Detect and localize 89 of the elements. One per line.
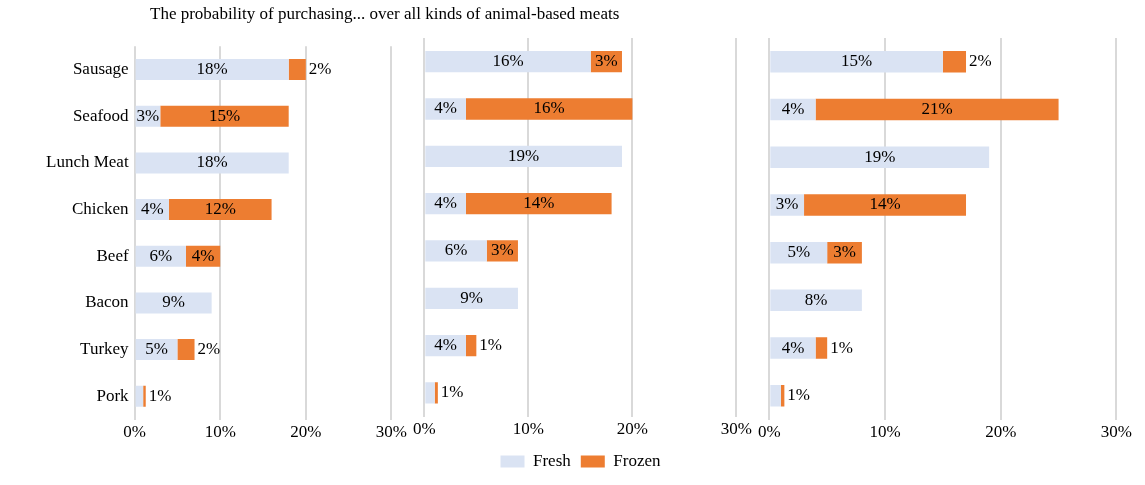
data-label: 4% (434, 335, 457, 355)
bar (815, 98, 1059, 121)
x-tick-label: 10% (204, 422, 236, 442)
data-label: 15% (841, 51, 873, 71)
bar (770, 51, 943, 73)
data-label: 3% (595, 51, 618, 71)
bar (288, 59, 306, 81)
data-label: 9% (162, 292, 185, 312)
bar (434, 382, 438, 404)
x-tick-label: 20% (985, 422, 1017, 442)
data-label: 6% (444, 240, 468, 260)
data-label: 14% (523, 193, 555, 213)
data-label: 16% (533, 98, 565, 118)
x-tick-label: 10% (512, 419, 544, 439)
x-tick-label: 20% (290, 422, 322, 442)
data-label: 4% (781, 99, 805, 119)
bar (465, 98, 633, 120)
bar (160, 105, 289, 127)
x-tick-label: 0% (123, 422, 146, 442)
data-label: 4% (434, 193, 457, 213)
data-label: 3% (833, 242, 856, 262)
data-label: 1% (830, 337, 853, 357)
bar (425, 145, 622, 167)
y-tick-label: Lunch Meat (46, 152, 129, 172)
x-tick-label: 30% (1100, 422, 1133, 442)
legend-label: Frozen (613, 450, 661, 470)
data-label: 4% (781, 337, 805, 357)
data-label: 1% (440, 382, 464, 402)
bar (425, 51, 591, 73)
data-label: 4% (140, 199, 164, 219)
data-label: 2% (197, 339, 221, 359)
data-label: 9% (460, 287, 483, 307)
x-tick-label: 30% (720, 419, 753, 439)
data-label: 15% (208, 105, 241, 125)
data-label: 14% (869, 194, 901, 214)
bar (143, 385, 146, 407)
data-label: 3% (136, 105, 160, 125)
bar (135, 59, 289, 81)
chart-title: The probability of purchasing... over all kinds of animal-based meats (150, 4, 620, 24)
data-label: 16% (492, 51, 524, 71)
bar (804, 194, 967, 216)
bar (770, 289, 862, 312)
y-tick-label: Bacon (85, 292, 130, 312)
bar (942, 51, 967, 73)
y-tick-label: Sausage (72, 59, 129, 79)
bar (135, 292, 212, 314)
bar (770, 146, 990, 168)
data-label: 1% (479, 335, 503, 355)
bar (135, 385, 144, 407)
data-label: 18% (196, 59, 228, 79)
data-label: 19% (508, 145, 540, 165)
data-label: 19% (864, 146, 896, 166)
data-label: 6% (149, 245, 173, 265)
y-tick-label: Turkey (80, 339, 130, 359)
x-tick-label: 20% (616, 419, 648, 439)
x-tick-label: 0% (412, 419, 436, 439)
data-label: 5% (787, 242, 811, 262)
bar (135, 152, 289, 174)
y-tick-label: Seafood (72, 105, 130, 125)
legend-label: Fresh (533, 450, 572, 470)
data-label: 4% (191, 245, 215, 265)
y-tick-label: Beef (96, 245, 129, 265)
bar (770, 337, 816, 359)
bar (465, 334, 477, 357)
y-tick-label: Pork (96, 385, 130, 405)
data-label: 4% (434, 98, 457, 118)
data-label: 1% (148, 385, 172, 405)
data-label: 8% (804, 289, 828, 309)
y-tick-label: Chicken (71, 199, 130, 219)
bar (425, 287, 518, 309)
x-tick-label: 30% (375, 422, 408, 442)
data-label: 2% (308, 59, 332, 79)
x-tick-label: 10% (869, 422, 901, 442)
bar (465, 192, 612, 215)
data-label: 12% (204, 199, 236, 219)
data-label: 1% (787, 385, 811, 405)
bar (425, 240, 487, 262)
data-label: 2% (969, 51, 992, 71)
bar (168, 199, 272, 221)
bar (177, 339, 195, 361)
x-tick-label: 0% (757, 422, 781, 442)
data-label: 5% (145, 339, 168, 359)
bar (770, 385, 781, 407)
bar (425, 382, 435, 404)
data-label: 18% (196, 152, 228, 172)
data-label: 3% (775, 194, 799, 214)
bar (815, 337, 828, 359)
data-label: 21% (921, 99, 953, 119)
data-label: 3% (491, 240, 514, 260)
